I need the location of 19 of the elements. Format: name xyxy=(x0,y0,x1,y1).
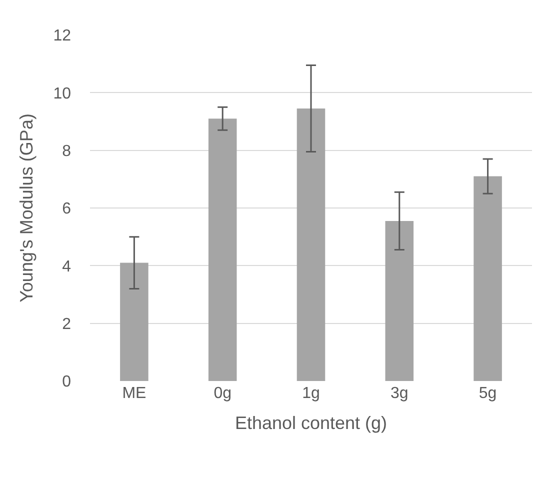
bar xyxy=(296,108,326,381)
y-tick-label: 10 xyxy=(53,85,72,102)
y-tick-label: 12 xyxy=(53,28,72,45)
y-tick-label: 0 xyxy=(62,374,72,391)
y-tick-label: 2 xyxy=(62,316,72,333)
x-tick-label: 3g xyxy=(390,385,408,402)
y-tick-label: 8 xyxy=(62,142,72,160)
bar xyxy=(208,118,237,381)
y-axis-title: Young's Modulus (GPa) xyxy=(16,114,36,302)
x-tick-label: 5g xyxy=(478,385,497,402)
x-tick-label: 1g xyxy=(302,385,320,402)
bar xyxy=(385,220,414,381)
bar xyxy=(474,176,502,381)
bar xyxy=(120,262,148,381)
y-tick-label: 4 xyxy=(62,258,72,276)
x-axis-title: Ethanol content (g) xyxy=(234,413,388,434)
y-tick-label: 6 xyxy=(62,200,72,218)
x-tick-label: 0g xyxy=(214,385,232,402)
x-tick-label: ME xyxy=(122,385,146,402)
